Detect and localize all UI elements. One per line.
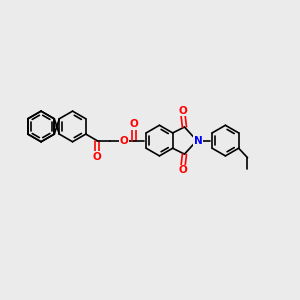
Text: O: O xyxy=(178,106,188,116)
Text: O: O xyxy=(93,152,101,162)
Text: N: N xyxy=(194,136,203,146)
Text: O: O xyxy=(178,165,188,175)
Text: O: O xyxy=(119,136,128,146)
Text: O: O xyxy=(129,119,138,129)
